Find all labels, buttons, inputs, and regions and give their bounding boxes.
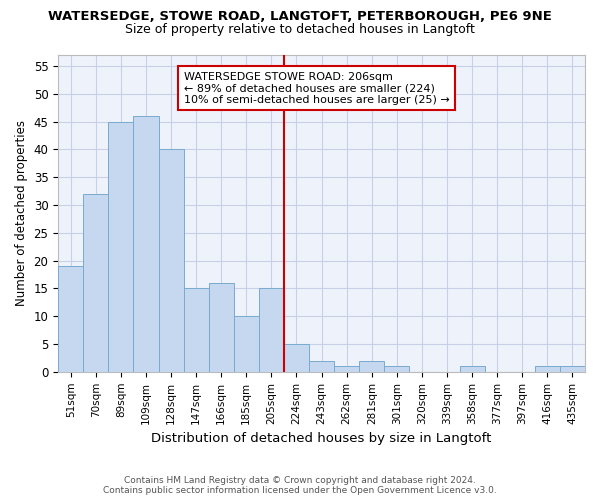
Y-axis label: Number of detached properties: Number of detached properties — [15, 120, 28, 306]
Text: WATERSEDGE STOWE ROAD: 206sqm
← 89% of detached houses are smaller (224)
10% of : WATERSEDGE STOWE ROAD: 206sqm ← 89% of d… — [184, 72, 449, 105]
Bar — [560, 366, 585, 372]
Bar — [535, 366, 560, 372]
Bar — [209, 283, 234, 372]
Bar — [58, 266, 83, 372]
Bar — [259, 288, 284, 372]
Bar — [460, 366, 485, 372]
Bar — [384, 366, 409, 372]
Bar — [309, 360, 334, 372]
Bar — [334, 366, 359, 372]
Bar — [234, 316, 259, 372]
Bar — [359, 360, 384, 372]
Bar — [133, 116, 158, 372]
Bar — [83, 194, 109, 372]
Bar — [109, 122, 133, 372]
Bar — [284, 344, 309, 372]
Text: Contains HM Land Registry data © Crown copyright and database right 2024.
Contai: Contains HM Land Registry data © Crown c… — [103, 476, 497, 495]
Text: WATERSEDGE, STOWE ROAD, LANGTOFT, PETERBOROUGH, PE6 9NE: WATERSEDGE, STOWE ROAD, LANGTOFT, PETERB… — [48, 10, 552, 23]
X-axis label: Distribution of detached houses by size in Langtoft: Distribution of detached houses by size … — [151, 432, 492, 445]
Bar — [184, 288, 209, 372]
Text: Size of property relative to detached houses in Langtoft: Size of property relative to detached ho… — [125, 22, 475, 36]
Bar — [158, 150, 184, 372]
